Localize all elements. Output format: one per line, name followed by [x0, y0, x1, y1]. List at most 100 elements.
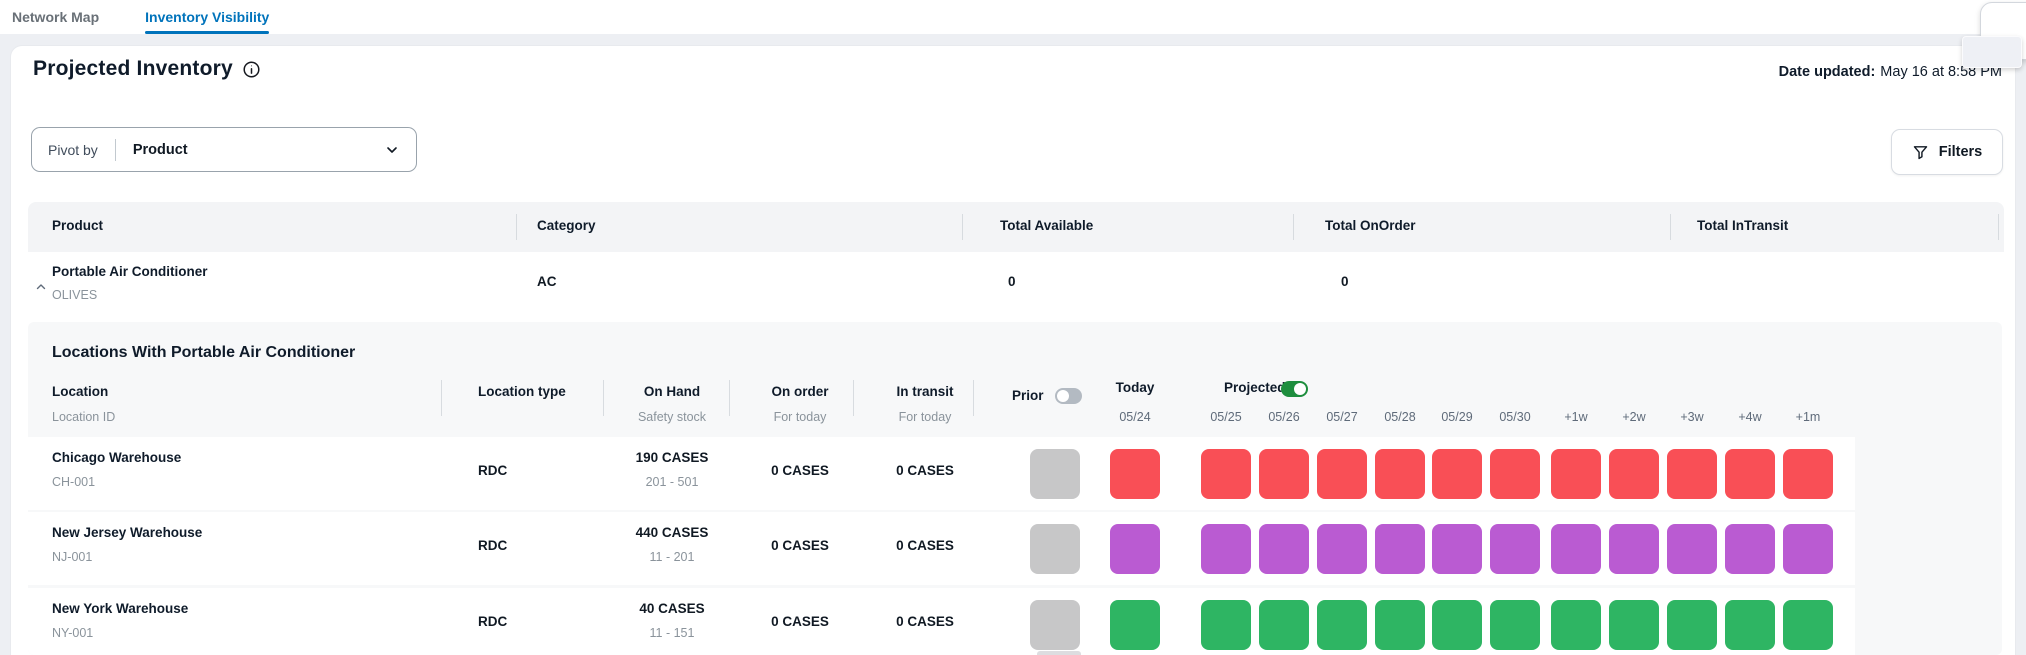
product-category: AC	[537, 274, 557, 289]
in-transit-value: 0 CASES	[896, 463, 954, 478]
collapse-caret-icon[interactable]	[34, 280, 48, 294]
col-location-label: Location	[52, 384, 109, 399]
pivot-by-label: Pivot by	[48, 141, 98, 158]
tab-inventory-visibility[interactable]: Inventory Visibility	[145, 0, 270, 34]
projected-date-05-30: 05/30	[1499, 410, 1531, 424]
projected-date--1w: +1w	[1564, 410, 1588, 424]
column-divider	[516, 214, 517, 240]
date-updated-label: Date updated:	[1778, 64, 1876, 80]
location-type: RDC	[478, 614, 508, 629]
date-updated: Date updated: May 16 at 8:58 PM	[1779, 64, 2002, 80]
projected-cell-05-29[interactable]	[1432, 600, 1482, 650]
pivot-selected-value: Product	[132, 141, 188, 158]
projected-cell--2w[interactable]	[1609, 524, 1659, 574]
column-divider	[853, 380, 854, 416]
projected-cell-05-25[interactable]	[1201, 449, 1251, 499]
projected-date-05-25: 05/25	[1210, 410, 1242, 424]
on-order-value: 0 CASES	[771, 463, 829, 478]
today-date-label: 05/24	[1119, 410, 1151, 424]
projected-date-05-26: 05/26	[1268, 410, 1300, 424]
projected-cell--1w[interactable]	[1551, 524, 1601, 574]
projected-cell--4w[interactable]	[1725, 449, 1775, 499]
projected-cell-05-28[interactable]	[1375, 600, 1425, 650]
col-in-transit-sublabel: For today	[898, 410, 952, 424]
product-total-onorder: 0	[1341, 274, 1349, 289]
projected-cell--1m[interactable]	[1783, 600, 1833, 650]
projected-cell-05-28[interactable]	[1375, 449, 1425, 499]
in-transit-value: 0 CASES	[896, 538, 954, 553]
projected-cell--4w[interactable]	[1725, 524, 1775, 574]
table-row-chicago-warehouse: Chicago Warehouse CH-001 RDC 190 CASES 201 -…	[28, 437, 1855, 510]
projected-cell--3w[interactable]	[1667, 600, 1717, 650]
projected-cell--4w[interactable]	[1725, 600, 1775, 650]
projected-cell-05-25[interactable]	[1201, 600, 1251, 650]
prior-toggle[interactable]	[1055, 388, 1082, 404]
toggle-knob	[1057, 390, 1069, 402]
today-cell[interactable]	[1110, 449, 1160, 499]
projected-date--3w: +3w	[1680, 410, 1704, 424]
column-divider	[962, 214, 963, 240]
col-on-hand-sublabel: Safety stock	[637, 410, 707, 424]
projected-cell-05-27[interactable]	[1317, 600, 1367, 650]
col-prior-label: Prior	[1012, 388, 1044, 403]
on-hand-value: 440 CASES	[635, 525, 709, 540]
toggle-knob	[1294, 383, 1306, 395]
projected-cell-05-26[interactable]	[1259, 524, 1309, 574]
today-cell[interactable]	[1110, 600, 1160, 650]
filters-button-label: Filters	[1938, 144, 1983, 160]
projected-date--1m: +1m	[1795, 410, 1821, 424]
projected-toggle[interactable]	[1281, 381, 1308, 397]
pivot-by-select[interactable]: Pivot by Product	[31, 127, 417, 172]
next-row-peek	[1037, 651, 1081, 655]
location-id: NJ-001	[52, 550, 93, 564]
summary-col-product: Product	[52, 218, 104, 233]
page-title: Projected Inventory	[33, 57, 233, 80]
floating-widget-fragment-inner[interactable]	[1962, 36, 2022, 68]
projected-cell-05-29[interactable]	[1432, 449, 1482, 499]
projected-cell-05-25[interactable]	[1201, 524, 1251, 574]
projected-cell--1m[interactable]	[1783, 524, 1833, 574]
location-name: Chicago Warehouse	[52, 450, 182, 465]
column-divider	[1670, 214, 1671, 240]
on-order-value: 0 CASES	[771, 538, 829, 553]
projected-cell-05-30[interactable]	[1490, 449, 1540, 499]
summary-col-category: Category	[537, 218, 596, 233]
location-name: New Jersey Warehouse	[52, 525, 203, 540]
projected-cell-05-27[interactable]	[1317, 524, 1367, 574]
filters-button[interactable]: Filters	[1891, 129, 2003, 175]
column-divider	[441, 380, 442, 416]
on-order-value: 0 CASES	[771, 614, 829, 629]
projected-cell--1m[interactable]	[1783, 449, 1833, 499]
column-divider	[973, 380, 974, 416]
col-location-sublabel: Location ID	[52, 410, 116, 424]
projected-cell--3w[interactable]	[1667, 524, 1717, 574]
prior-cell[interactable]	[1030, 600, 1080, 650]
prior-cell[interactable]	[1030, 449, 1080, 499]
column-divider	[1293, 214, 1294, 240]
projected-cell-05-26[interactable]	[1259, 600, 1309, 650]
info-circle-icon[interactable]	[242, 60, 261, 79]
projected-cell--3w[interactable]	[1667, 449, 1717, 499]
prior-cell[interactable]	[1030, 524, 1080, 574]
projected-cell--1w[interactable]	[1551, 600, 1601, 650]
on-hand-value: 40 CASES	[639, 601, 705, 616]
projected-cell-05-30[interactable]	[1490, 600, 1540, 650]
safety-stock-value: 201 - 501	[645, 475, 699, 489]
projected-cell-05-30[interactable]	[1490, 524, 1540, 574]
projected-cell--2w[interactable]	[1609, 449, 1659, 499]
product-name: Portable Air Conditioner	[52, 264, 208, 279]
projected-cell-05-26[interactable]	[1259, 449, 1309, 499]
projected-cell-05-28[interactable]	[1375, 524, 1425, 574]
column-divider	[729, 380, 730, 416]
summary-col-total-onorder: Total OnOrder	[1325, 218, 1416, 233]
today-cell[interactable]	[1110, 524, 1160, 574]
projected-cell-05-27[interactable]	[1317, 449, 1367, 499]
col-on-order-label: On order	[771, 384, 829, 399]
col-on-order-sublabel: For today	[773, 410, 827, 424]
projected-cell-05-29[interactable]	[1432, 524, 1482, 574]
projected-cell--1w[interactable]	[1551, 449, 1601, 499]
chevron-down-icon	[384, 142, 400, 158]
projected-cell--2w[interactable]	[1609, 600, 1659, 650]
tab-network-map[interactable]: Network Map	[12, 9, 100, 25]
col-on-hand-label: On Hand	[643, 384, 701, 399]
